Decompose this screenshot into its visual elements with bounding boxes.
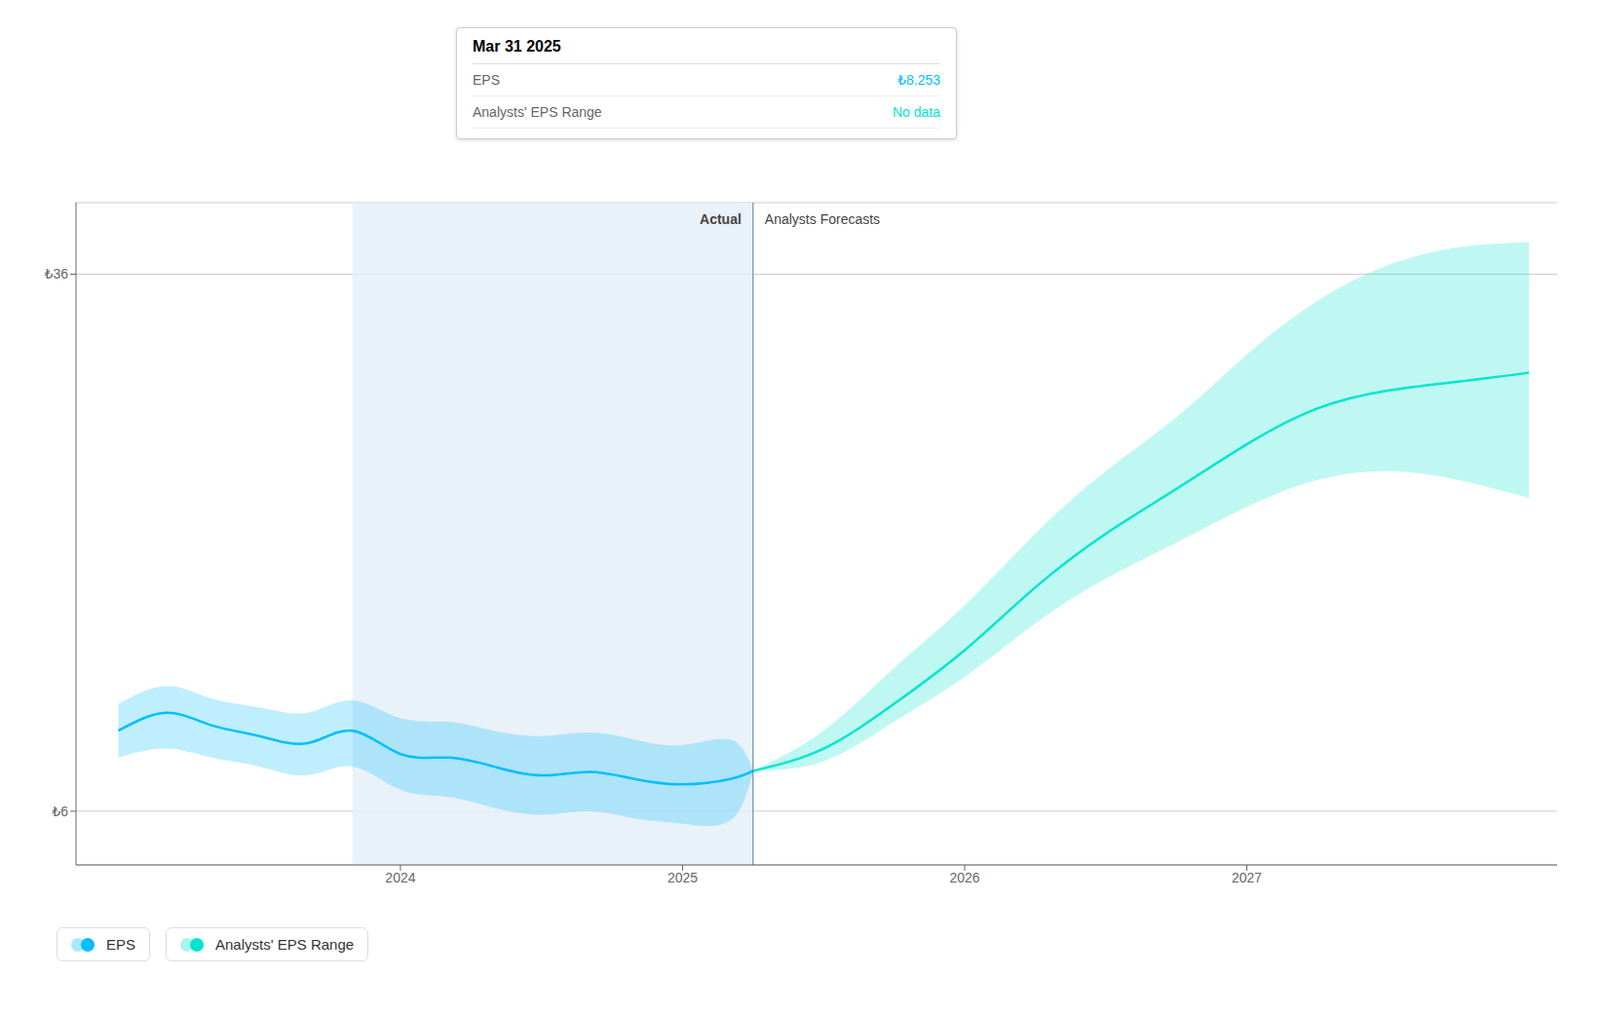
html-text:EPS: EPS [106,936,136,953]
html-text:Mar 31 2025: Mar 31 2025 [472,38,561,55]
svg-text:2026: 2026 [949,870,980,886]
svg-text:2027: 2027 [1231,870,1262,886]
html-text:No data: No data [892,104,941,120]
svg-text:₺36: ₺36 [44,266,70,282]
html-text:EPS: EPS [472,72,500,88]
html-text:₺8.253: ₺8.253 [897,72,941,88]
html-text:Analysts' EPS Range: Analysts' EPS Range [472,104,602,120]
svg-text:₺6: ₺6 [51,803,69,820]
svg-text:2025: 2025 [667,870,698,886]
svg-text:2024: 2024 [384,870,416,886]
svg-text:Actual: Actual [699,211,742,228]
html-text:Analysts' EPS Range: Analysts' EPS Range [215,936,354,953]
svg-text:Analysts Forecasts: Analysts Forecasts [764,211,880,228]
